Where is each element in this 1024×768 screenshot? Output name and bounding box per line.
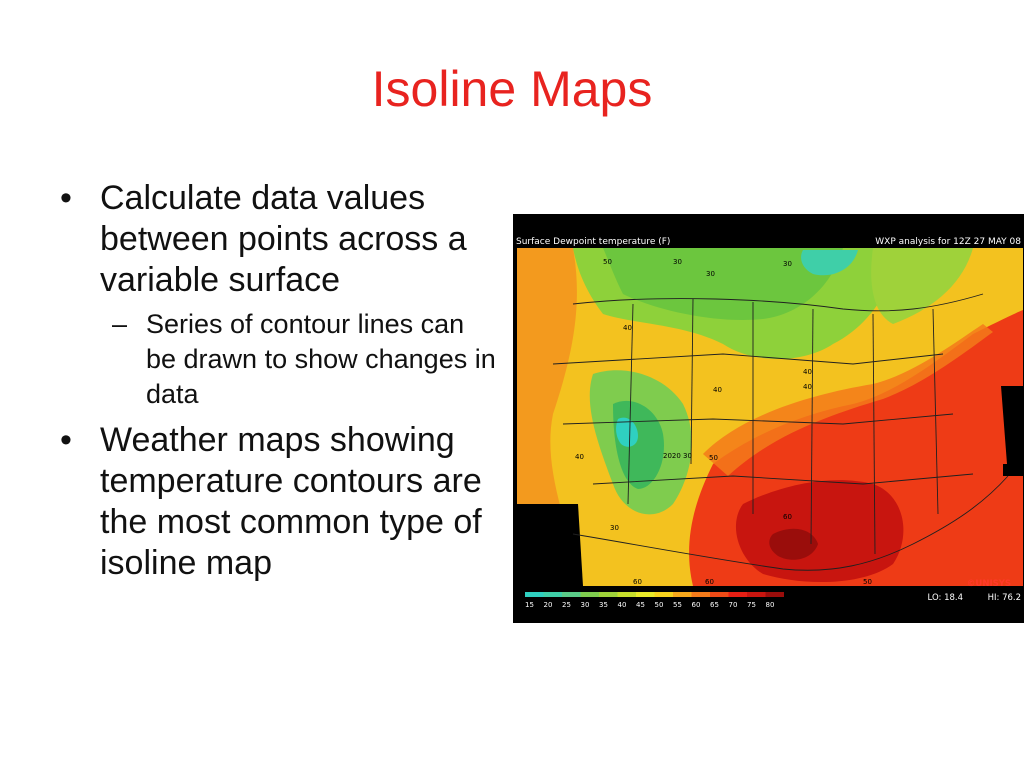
field-orange-west <box>517 248 583 586</box>
mask-atlantic-2 <box>1003 464 1023 476</box>
legend-tick-label: 45 <box>636 601 645 609</box>
legend-swatch <box>599 592 618 597</box>
field-maroon-gulf <box>769 528 818 560</box>
bullet-marker: • <box>60 179 72 217</box>
contour-label: 60 <box>633 578 642 586</box>
legend-tick-label: 60 <box>692 601 701 609</box>
contour-label: 50 <box>709 454 718 462</box>
contour-label: 50 <box>603 258 612 266</box>
contour-label: 40 <box>713 386 722 394</box>
field-green-north-inner <box>603 248 843 320</box>
legend-swatch <box>636 592 655 597</box>
hi-readout: HI: 76.2 <box>988 593 1021 603</box>
lo-readout: LO: 18.4 <box>928 593 963 603</box>
legend-swatch <box>525 592 544 597</box>
contour-label: 30 <box>610 524 619 532</box>
legend-swatch <box>691 592 710 597</box>
legend-tick-label: 80 <box>766 601 775 609</box>
bullet-item: • Weather maps showing temperature conto… <box>58 420 498 584</box>
contour-label: 60 <box>705 578 714 586</box>
field-darkred-gulf <box>735 480 904 583</box>
legend-swatch <box>562 592 581 597</box>
sub-bullet-text: Series of contour lines can be drawn to … <box>146 309 496 409</box>
map-header-right: WXP analysis for 12Z 27 MAY 08 <box>875 237 1021 247</box>
boundary-lines <box>552 293 1009 571</box>
legend-swatch <box>747 592 766 597</box>
field-teal-rockies <box>616 417 638 447</box>
unisys-logo: ©UNISYS <box>967 579 1011 589</box>
map-svg: Surface Dewpoint temperature (F) WXP ana… <box>513 214 1024 623</box>
contour-label: 40 <box>575 453 584 461</box>
legend-swatch <box>710 592 729 597</box>
field-green-northeast <box>871 248 973 324</box>
dewpoint-map-image: Surface Dewpoint temperature (F) WXP ana… <box>513 214 1024 623</box>
legend-swatch <box>765 592 784 597</box>
legend-tick-label: 70 <box>729 601 738 609</box>
legend-tick-label: 15 <box>525 601 534 609</box>
contour-label: 40 <box>803 368 812 376</box>
sub-bullet-marker: – <box>112 309 128 339</box>
legend-swatch <box>617 592 636 597</box>
bullet-text: Calculate data values between points acr… <box>100 179 467 299</box>
dewpoint-field <box>517 248 1023 586</box>
bullet-list: • Calculate data values between points a… <box>58 178 498 590</box>
contour-label: 30 <box>783 260 792 268</box>
bullet-text: Weather maps showing temperature contour… <box>100 421 482 582</box>
legend-tick-label: 65 <box>710 601 719 609</box>
legend-swatch <box>543 592 562 597</box>
bullet-marker: • <box>60 421 72 459</box>
legend-tick-label: 55 <box>673 601 682 609</box>
mask-pacific <box>517 504 583 586</box>
contour-label: 40 <box>623 324 632 332</box>
legend-swatch <box>580 592 599 597</box>
contour-labels: 50 30 30 30 40 40 40 40 40 2020 30 50 30… <box>575 258 872 586</box>
legend-swatch <box>728 592 747 597</box>
sub-bullet-item: – Series of contour lines can be drawn t… <box>58 307 498 412</box>
contour-label: 30 <box>673 258 682 266</box>
contour-label: 30 <box>706 270 715 278</box>
contour-label: 50 <box>863 578 872 586</box>
contour-label: 40 <box>803 383 812 391</box>
legend-swatch <box>654 592 673 597</box>
legend-tick-label: 30 <box>581 601 590 609</box>
legend-tick-label: 25 <box>562 601 571 609</box>
bullet-item: • Calculate data values between points a… <box>58 178 498 301</box>
legend-tick-label: 20 <box>544 601 553 609</box>
legend-tick-label: 35 <box>599 601 608 609</box>
contour-label: 60 <box>783 513 792 521</box>
field-orange-transition <box>703 324 993 476</box>
legend-tick-label: 40 <box>618 601 627 609</box>
map-header-left: Surface Dewpoint temperature (F) <box>516 237 670 247</box>
legend-tick-label: 50 <box>655 601 664 609</box>
field-teal-north <box>801 250 858 276</box>
slide-title: Isoline Maps <box>371 61 653 117</box>
color-legend: 15 20 25 30 35 40 45 50 55 60 65 70 75 80 <box>525 592 784 609</box>
legend-swatch <box>673 592 692 597</box>
legend-tick-label: 75 <box>747 601 756 609</box>
mask-atlantic <box>1001 386 1023 464</box>
contour-label: 2020 30 <box>663 452 692 460</box>
